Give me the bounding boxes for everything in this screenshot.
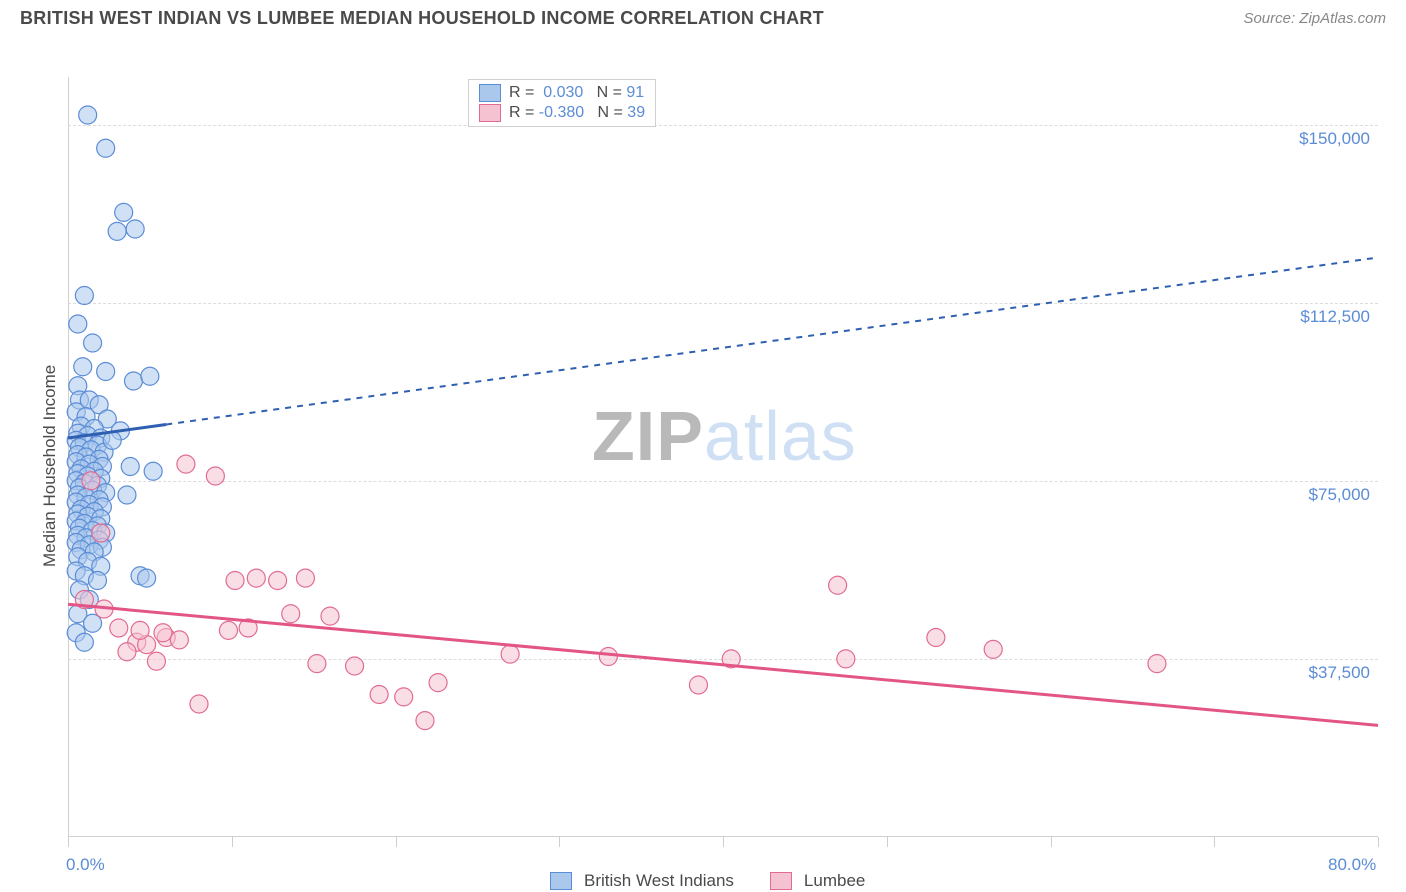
data-point <box>75 633 93 651</box>
data-point <box>296 569 314 587</box>
data-point <box>321 607 339 625</box>
data-point <box>75 287 93 305</box>
data-point <box>110 619 128 637</box>
x-axis-min-label: 0.0% <box>66 855 105 875</box>
correlation-legend: R = 0.030 N = 91 R = -0.380 N = 39 <box>468 79 656 127</box>
data-point <box>984 640 1002 658</box>
data-point <box>82 472 100 490</box>
data-point <box>599 648 617 666</box>
data-point <box>88 572 106 590</box>
data-point <box>69 315 87 333</box>
data-point <box>177 455 195 473</box>
data-point <box>226 572 244 590</box>
data-point <box>84 334 102 352</box>
data-point <box>346 657 364 675</box>
legend-swatch <box>479 104 501 122</box>
data-point <box>501 645 519 663</box>
data-point <box>837 650 855 668</box>
legend-series-label: Lumbee <box>804 871 865 891</box>
legend-swatch <box>770 872 792 890</box>
legend-stats: R = -0.380 N = 39 <box>509 104 645 122</box>
x-axis-max-label: 80.0% <box>1328 855 1376 875</box>
data-point <box>689 676 707 694</box>
data-point <box>395 688 413 706</box>
data-point <box>125 372 143 390</box>
data-point <box>92 524 110 542</box>
data-point <box>247 569 265 587</box>
regression-line-dashed <box>166 258 1378 425</box>
data-point <box>429 674 447 692</box>
data-point <box>126 220 144 238</box>
data-point <box>308 655 326 673</box>
legend-swatch <box>550 872 572 890</box>
source-attribution: Source: ZipAtlas.com <box>1243 10 1386 27</box>
data-point <box>131 621 149 639</box>
data-point <box>416 712 434 730</box>
data-point <box>97 363 115 381</box>
data-point <box>829 576 847 594</box>
data-point <box>206 467 224 485</box>
data-point <box>79 106 97 124</box>
data-point <box>154 624 172 642</box>
plot-svg <box>20 33 1398 857</box>
data-point <box>219 621 237 639</box>
correlation-legend-row: R = -0.380 N = 39 <box>479 104 645 122</box>
legend-swatch <box>479 84 501 102</box>
data-point <box>170 631 188 649</box>
data-point <box>1148 655 1166 673</box>
chart-title: BRITISH WEST INDIAN VS LUMBEE MEDIAN HOU… <box>20 8 824 29</box>
data-point <box>269 572 287 590</box>
data-point <box>118 643 136 661</box>
data-point <box>138 569 156 587</box>
data-point <box>121 458 139 476</box>
data-point <box>115 203 133 221</box>
series-legend: British West Indians Lumbee <box>550 871 889 891</box>
data-point <box>144 462 162 480</box>
data-point <box>74 358 92 376</box>
data-point <box>97 139 115 157</box>
legend-series-label: British West Indians <box>584 871 734 891</box>
data-point <box>370 686 388 704</box>
data-point <box>118 486 136 504</box>
data-point <box>190 695 208 713</box>
data-point <box>108 222 126 240</box>
legend-stats: R = 0.030 N = 91 <box>509 84 644 102</box>
data-point <box>147 652 165 670</box>
data-point <box>282 605 300 623</box>
data-point <box>141 367 159 385</box>
data-point <box>927 629 945 647</box>
regression-line <box>68 604 1378 725</box>
correlation-legend-row: R = 0.030 N = 91 <box>479 84 645 102</box>
